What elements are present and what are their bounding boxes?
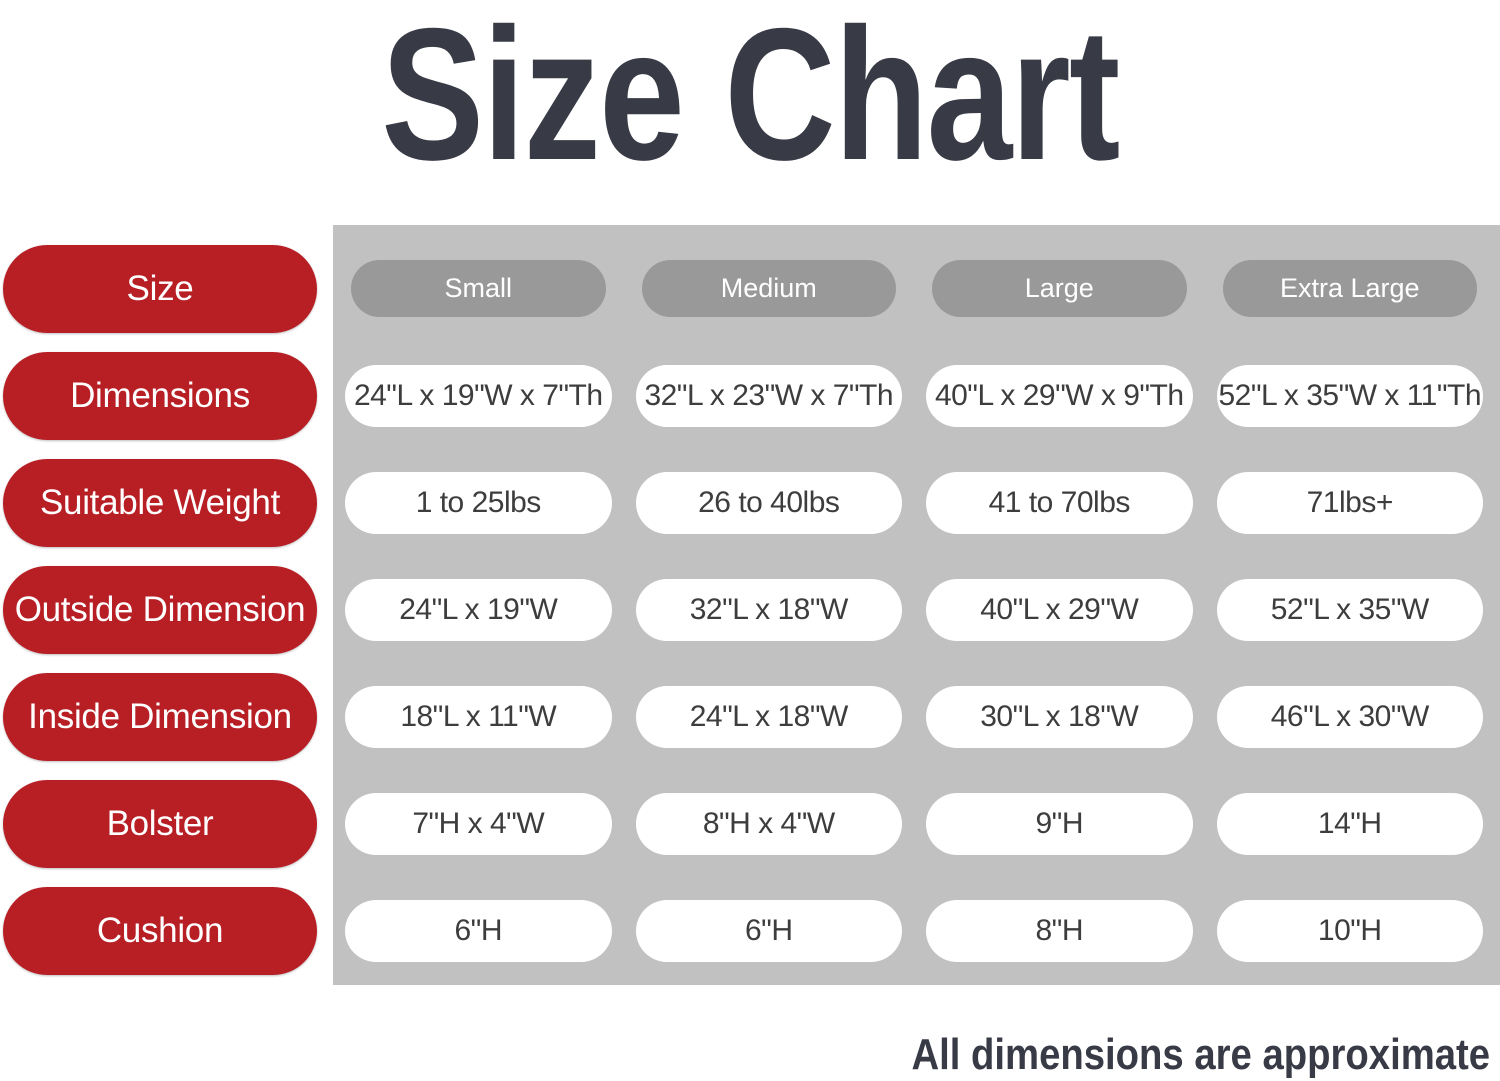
- cell-cushion-extra-large: 10"H: [1216, 899, 1483, 962]
- cell-weight-small: 1 to 25lbs: [345, 471, 612, 534]
- row-label-pill-cushion: Cushion: [3, 886, 317, 975]
- row-label-pill-dimensions: Dimensions: [3, 351, 317, 440]
- header-cells: Small Medium Large Extra Large: [345, 260, 1483, 317]
- table-row-dimensions: Dimensions 24"L x 19"W x 7"Th 32"L x 23"…: [0, 342, 1500, 449]
- row-label-pill-bolster: Bolster: [3, 779, 317, 868]
- column-header-extra-large: Extra Large: [1222, 260, 1477, 317]
- cell-outside-small: 24"L x 19"W: [345, 578, 612, 641]
- page-title: Size Chart: [381, 0, 1120, 199]
- footnote-text: All dimensions are approximate: [911, 1030, 1490, 1079]
- cell-inside-medium: 24"L x 18"W: [635, 685, 902, 748]
- row-cells: 6"H 6"H 8"H 10"H: [345, 899, 1483, 962]
- row-label-pill-outside-dimension: Outside Dimension: [3, 565, 317, 654]
- column-header-small: Small: [351, 260, 606, 317]
- cell-cushion-medium: 6"H: [635, 899, 902, 962]
- table-row-cushion: Cushion 6"H 6"H 8"H 10"H: [0, 877, 1500, 984]
- cell-bolster-small: 7"H x 4"W: [345, 792, 612, 855]
- row-cells: 24"L x 19"W x 7"Th 32"L x 23"W x 7"Th 40…: [345, 364, 1483, 427]
- cell-outside-large: 40"L x 29"W: [926, 578, 1193, 641]
- cell-dimensions-extra-large: 52"L x 35"W x 11"Th: [1216, 364, 1483, 427]
- table-header-row: Size Small Medium Large Extra Large: [0, 235, 1500, 342]
- cell-cushion-large: 8"H: [926, 899, 1193, 962]
- row-cells: 1 to 25lbs 26 to 40lbs 41 to 70lbs 71lbs…: [345, 471, 1483, 534]
- cell-bolster-large: 9"H: [926, 792, 1193, 855]
- column-header-large: Large: [932, 260, 1187, 317]
- table-row-bolster: Bolster 7"H x 4"W 8"H x 4"W 9"H 14"H: [0, 770, 1500, 877]
- cell-cushion-small: 6"H: [345, 899, 612, 962]
- cell-inside-extra-large: 46"L x 30"W: [1216, 685, 1483, 748]
- column-header-medium: Medium: [641, 260, 896, 317]
- size-table: Size Small Medium Large Extra Large Dime…: [0, 235, 1500, 984]
- row-cells: 7"H x 4"W 8"H x 4"W 9"H 14"H: [345, 792, 1483, 855]
- row-label-pill-suitable-weight: Suitable Weight: [3, 458, 317, 547]
- row-label-pill-inside-dimension: Inside Dimension: [3, 672, 317, 761]
- cell-dimensions-medium: 32"L x 23"W x 7"Th: [635, 364, 902, 427]
- row-cells: 24"L x 19"W 32"L x 18"W 40"L x 29"W 52"L…: [345, 578, 1483, 641]
- row-label-pill-size: Size: [3, 244, 317, 333]
- cell-outside-extra-large: 52"L x 35"W: [1216, 578, 1483, 641]
- cell-weight-large: 41 to 70lbs: [926, 471, 1193, 534]
- cell-inside-small: 18"L x 11"W: [345, 685, 612, 748]
- cell-bolster-medium: 8"H x 4"W: [635, 792, 902, 855]
- cell-dimensions-large: 40"L x 29"W x 9"Th: [926, 364, 1193, 427]
- cell-weight-extra-large: 71lbs+: [1216, 471, 1483, 534]
- cell-dimensions-small: 24"L x 19"W x 7"Th: [345, 364, 612, 427]
- cell-weight-medium: 26 to 40lbs: [635, 471, 902, 534]
- cell-inside-large: 30"L x 18"W: [926, 685, 1193, 748]
- cell-outside-medium: 32"L x 18"W: [635, 578, 902, 641]
- row-cells: 18"L x 11"W 24"L x 18"W 30"L x 18"W 46"L…: [345, 685, 1483, 748]
- table-row-outside-dimension: Outside Dimension 24"L x 19"W 32"L x 18"…: [0, 556, 1500, 663]
- table-row-inside-dimension: Inside Dimension 18"L x 11"W 24"L x 18"W…: [0, 663, 1500, 770]
- cell-bolster-extra-large: 14"H: [1216, 792, 1483, 855]
- table-row-suitable-weight: Suitable Weight 1 to 25lbs 26 to 40lbs 4…: [0, 449, 1500, 556]
